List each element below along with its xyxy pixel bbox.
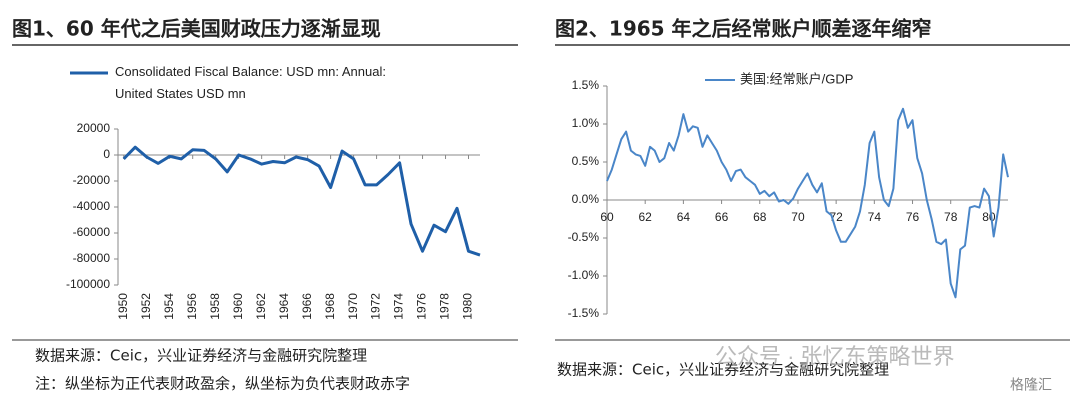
x-tick-label: 60 [600, 210, 614, 224]
y-tick-label: 1.5% [572, 78, 600, 92]
y-tick-label: -0.5% [568, 230, 600, 244]
series-line [122, 145, 481, 257]
x-tick-label: 1976 [415, 293, 429, 320]
x-tick-label: 76 [906, 210, 920, 224]
watermark: 公众号 · 张忆东策略世界 [715, 344, 955, 369]
y-tick-label: -100000 [66, 277, 110, 291]
x-tick-label: 1966 [300, 293, 314, 320]
note: 注：纵坐标为正代表财政盈余，纵坐标为负代表财政赤字 [35, 375, 410, 393]
source: 数据来源：Ceic，兴业证券经济与金融研究院整理 [35, 347, 367, 365]
legend-label: Consolidated Fiscal Balance: USD mn: Ann… [115, 64, 386, 101]
x-tick-label: 1972 [369, 293, 383, 320]
x-tick-label: 68 [753, 210, 767, 224]
y-tick-label: 0 [103, 147, 110, 161]
x-tick-label: 1954 [162, 293, 176, 320]
x-tick-label: 1956 [185, 293, 199, 320]
x-tick-label: 1952 [139, 293, 153, 320]
y-tick-label: -1.5% [568, 306, 600, 320]
y-tick-label: -80000 [73, 251, 111, 265]
x-tick-label: 78 [944, 210, 958, 224]
y-tick-label: -20000 [73, 173, 111, 187]
x-tick-label: 62 [639, 210, 653, 224]
y-tick-label: 0.0% [572, 192, 600, 206]
x-tick-label: 1978 [438, 293, 452, 320]
legend-label-line: United States USD mn [115, 86, 246, 101]
y-tick-label: -40000 [73, 199, 111, 213]
y-tick-label: 1.0% [572, 116, 600, 130]
x-tick-label: 66 [715, 210, 729, 224]
logo: 格隆汇 [1010, 377, 1052, 393]
chart-title: 图1、60 年代之后美国财政压力逐渐显现 [12, 17, 381, 41]
x-tick-label: 70 [791, 210, 805, 224]
y-tick-label: 20000 [77, 121, 111, 135]
x-tick-label: 1968 [323, 293, 337, 320]
x-tick-label: 1970 [346, 293, 360, 320]
x-tick-label: 1974 [392, 293, 406, 320]
source: 数据来源：Ceic，兴业证券经济与金融研究院整理 [557, 361, 889, 379]
x-tick-label: 1958 [208, 293, 222, 320]
x-tick-label: 1964 [277, 293, 291, 320]
legend-label: 美国:经常账户/GDP [740, 71, 853, 86]
x-tick-label: 80 [982, 210, 996, 224]
series-line [606, 107, 1009, 299]
y-tick-label: 0.5% [572, 154, 600, 168]
x-tick-label: 1960 [231, 293, 245, 320]
x-tick-label: 1950 [116, 293, 130, 320]
y-tick-label: -1.0% [568, 268, 600, 282]
y-tick-label: -60000 [73, 225, 111, 239]
x-tick-label: 64 [677, 210, 691, 224]
x-tick-label: 74 [868, 210, 882, 224]
x-tick-label: 1962 [254, 293, 268, 320]
legend-label-line: Consolidated Fiscal Balance: USD mn: Ann… [115, 64, 386, 79]
x-tick-label: 1980 [461, 293, 475, 320]
chart-title: 图2、1965 年之后经常账户顺差逐年缩窄 [555, 17, 932, 41]
